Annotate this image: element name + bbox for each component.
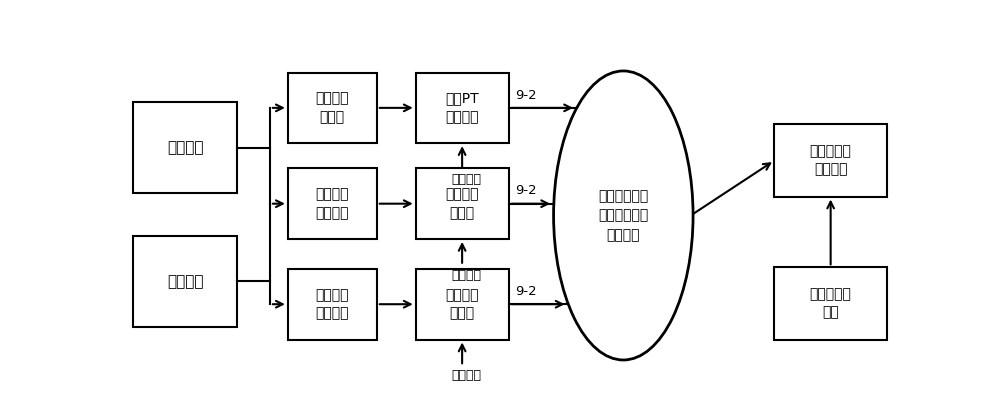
- Text: 边开关电
流互感器: 边开关电 流互感器: [316, 288, 349, 320]
- FancyBboxPatch shape: [774, 267, 887, 339]
- FancyBboxPatch shape: [288, 169, 377, 239]
- Text: 线路PT
合并单元: 线路PT 合并单元: [445, 92, 479, 124]
- FancyBboxPatch shape: [288, 269, 377, 339]
- Text: 同步信号: 同步信号: [451, 173, 481, 186]
- Text: 中开关电
流互感器: 中开关电 流互感器: [316, 188, 349, 220]
- FancyBboxPatch shape: [416, 269, 509, 339]
- FancyBboxPatch shape: [133, 236, 237, 327]
- Text: 9-2: 9-2: [515, 184, 536, 197]
- Text: 跨间隔数字
化电能表: 跨间隔数字 化电能表: [810, 144, 852, 177]
- Text: 一次电压: 一次电压: [167, 140, 203, 155]
- FancyBboxPatch shape: [416, 169, 509, 239]
- Text: 9-2: 9-2: [515, 285, 536, 298]
- Text: 中开关合
并单元: 中开关合 并单元: [445, 188, 479, 220]
- Text: 整站同步时
钟源: 整站同步时 钟源: [810, 287, 852, 319]
- Text: 同步信号: 同步信号: [451, 269, 481, 282]
- FancyBboxPatch shape: [288, 73, 377, 143]
- FancyBboxPatch shape: [774, 124, 887, 197]
- Text: 边开关合
并单元: 边开关合 并单元: [445, 288, 479, 320]
- Text: 数字化计量传
输系统（网络
交换机）: 数字化计量传 输系统（网络 交换机）: [598, 189, 648, 242]
- Text: 9-2: 9-2: [515, 89, 536, 102]
- Text: 同步信号: 同步信号: [451, 369, 481, 382]
- Text: 线路电压
互感器: 线路电压 互感器: [316, 92, 349, 124]
- Text: 一次电流: 一次电流: [167, 274, 203, 289]
- FancyBboxPatch shape: [133, 102, 237, 193]
- Ellipse shape: [554, 71, 693, 360]
- FancyBboxPatch shape: [416, 73, 509, 143]
